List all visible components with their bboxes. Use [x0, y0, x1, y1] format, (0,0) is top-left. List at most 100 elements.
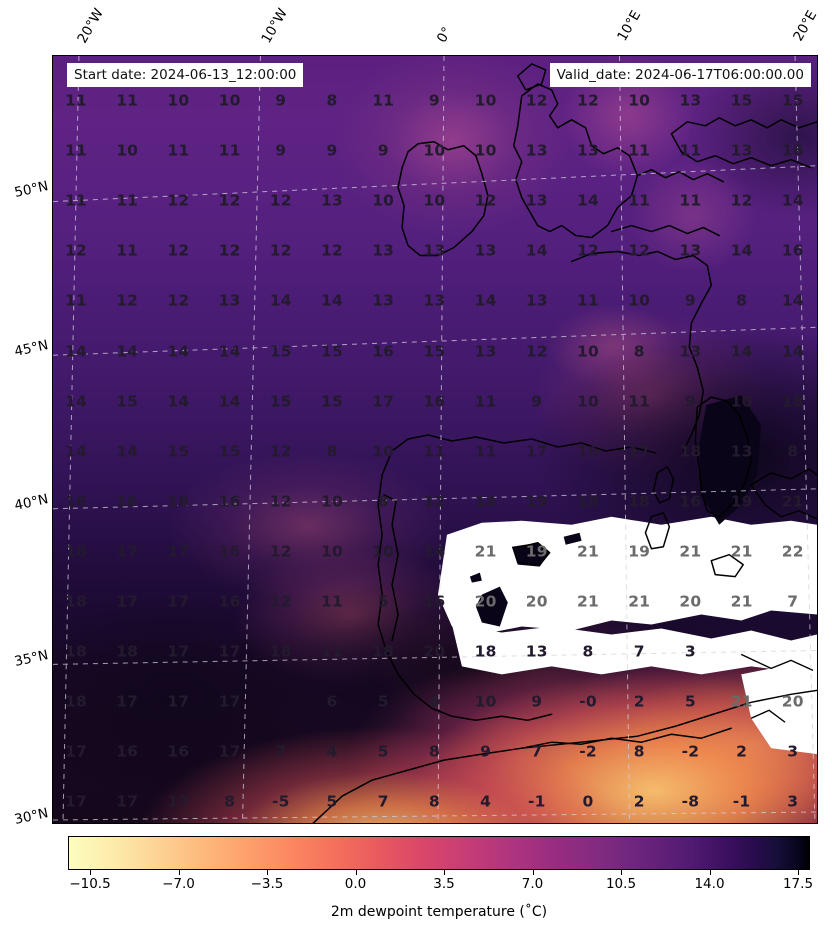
- grid-value: 17: [167, 692, 190, 711]
- grid-value: 11: [116, 191, 139, 210]
- grid-value: 7: [275, 742, 287, 761]
- grid-value: 11: [679, 141, 702, 160]
- grid-value: 12: [218, 191, 241, 210]
- grid-value: 15: [167, 441, 190, 460]
- grid-value: 18: [679, 441, 702, 460]
- grid-value: 13: [525, 642, 548, 661]
- colorbar-tick-mark: [355, 870, 357, 875]
- grid-value: 8: [736, 291, 748, 310]
- grid-value: 18: [65, 542, 87, 561]
- colorbar-tick-label: 17.5: [782, 876, 814, 892]
- grid-value: 10: [577, 391, 599, 410]
- grid-value: 11: [474, 441, 497, 460]
- grid-value: 11: [116, 91, 139, 110]
- grid-value: 13: [218, 291, 241, 310]
- grid-value: 11: [65, 191, 87, 210]
- grid-value: 13: [525, 141, 548, 160]
- colorbar-tick-label: −7.0: [162, 876, 195, 892]
- grid-value: 8: [633, 742, 645, 761]
- grid-value: 14: [423, 542, 446, 561]
- grid-value: 16: [781, 141, 804, 160]
- grid-value: 11: [628, 191, 651, 210]
- grid-value: 3: [787, 742, 799, 761]
- grid-value: 11: [321, 592, 343, 611]
- grid-value: 15: [423, 341, 446, 360]
- grid-value: 14: [269, 291, 292, 310]
- grid-value: 11: [65, 291, 87, 310]
- grid-value: 15: [781, 91, 804, 110]
- grid-value: 14: [474, 492, 497, 511]
- grid-value: 13: [679, 241, 702, 260]
- grid-value: 10: [628, 91, 651, 110]
- grid-value: 7: [377, 792, 389, 811]
- grid-value: 5: [377, 742, 389, 761]
- grid-value: 10: [474, 91, 497, 110]
- grid-value: 12: [167, 291, 190, 310]
- grid-value: 21: [577, 592, 599, 611]
- grid-value: 15: [269, 391, 292, 410]
- grid-value: 10: [167, 91, 190, 110]
- grid-value: 5: [684, 692, 696, 711]
- grid-value: 16: [167, 492, 190, 511]
- grid-value: 16: [65, 492, 87, 511]
- grid-value: 20: [525, 592, 548, 611]
- grid-value: 14: [65, 441, 87, 460]
- grid-value: 12: [525, 341, 548, 360]
- grid-value: 12: [269, 492, 292, 511]
- lat-tick-35N: 35°N: [13, 647, 50, 670]
- colorbar-tick-label: 10.5: [605, 876, 637, 892]
- grid-value: 11: [628, 391, 651, 410]
- grid-value: 20: [423, 642, 446, 661]
- grid-value: 2: [633, 792, 645, 811]
- lat-tick-45N: 45°N: [13, 337, 50, 360]
- grid-value: 17: [525, 441, 548, 460]
- grid-value: 14: [167, 391, 190, 410]
- grid-value: 12: [116, 291, 139, 310]
- grid-value: 2: [736, 742, 748, 761]
- grid-value: 14: [577, 191, 599, 210]
- colorbar-tick-mark: [798, 870, 799, 875]
- grid-value: 18: [474, 642, 497, 661]
- grid-value: 9: [684, 391, 696, 410]
- grid-value: 10: [474, 141, 497, 160]
- grid-value: 8: [224, 792, 236, 811]
- grid-value: 13: [525, 191, 548, 210]
- grid-value: 9: [531, 391, 543, 410]
- colorbar[interactable]: [68, 836, 810, 870]
- grid-value: 12: [321, 241, 343, 260]
- grid-value: 11: [577, 291, 599, 310]
- grid-value: 18: [65, 592, 87, 611]
- grid-value: 12: [167, 241, 190, 260]
- grid-value: 18: [781, 391, 804, 410]
- grid-value: 14: [218, 391, 241, 410]
- grid-value: 14: [730, 241, 753, 260]
- grid-value: 17: [218, 742, 241, 761]
- grid-value: -1: [732, 792, 751, 811]
- grid-value: 3: [787, 792, 799, 811]
- grid-value: 2: [633, 692, 645, 711]
- grid-value: 14: [781, 191, 804, 210]
- grid-value: -2: [681, 742, 700, 761]
- grid-value: 17: [116, 542, 139, 561]
- colorbar-tick-mark: [267, 870, 268, 875]
- grid-value: 18: [65, 692, 87, 711]
- grid-value: 10: [116, 141, 139, 160]
- grid-value: 14: [65, 341, 87, 360]
- lon-tick-20E: 20°E: [790, 7, 821, 45]
- grid-value: 10: [218, 91, 241, 110]
- grid-value: 4: [480, 792, 492, 811]
- grid-value: 16: [167, 742, 190, 761]
- grid-value: 11: [218, 141, 241, 160]
- grid-value: 9: [326, 141, 338, 160]
- colorbar-tick-mark: [90, 870, 91, 875]
- colorbar-tick-label: 14.0: [694, 876, 725, 892]
- grid-value: 16: [218, 492, 241, 511]
- grid-value: 17: [116, 592, 139, 611]
- grid-value: 10: [372, 542, 395, 561]
- grid-value: 11: [65, 141, 87, 160]
- colorbar-tick-mark: [444, 870, 445, 875]
- grid-value: 8: [326, 441, 338, 460]
- grid-value: 13: [730, 441, 753, 460]
- map-panel[interactable]: Start date: 2024-06-13_12:00:00 Valid_da…: [52, 55, 818, 824]
